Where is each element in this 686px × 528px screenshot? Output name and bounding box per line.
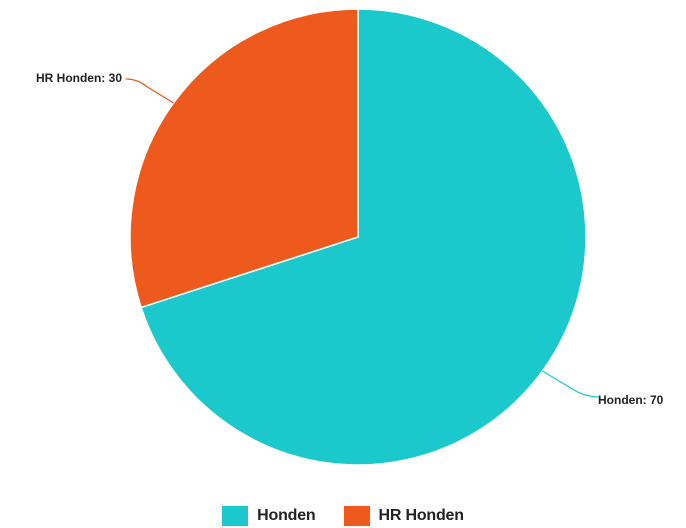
legend-swatch-hr-honden xyxy=(343,506,370,526)
legend-item-hr-honden[interactable]: HR Honden xyxy=(343,506,465,526)
leader-lines xyxy=(125,78,599,398)
data-label-hr-honden: HR Honden: 30 xyxy=(36,71,122,85)
pie-slices xyxy=(129,8,587,466)
legend-label-honden: Honden xyxy=(257,507,316,524)
leader-line-honden xyxy=(542,370,599,398)
legend-label-hr-honden: HR Honden xyxy=(378,507,465,524)
pie-chart: Honden: 70 HR Honden: 30 xyxy=(36,8,664,466)
pie-slice-hr-honden[interactable] xyxy=(129,8,359,309)
legend: Honden HR Honden xyxy=(0,506,686,526)
leader-line-hr-honden xyxy=(125,78,174,104)
pie-slice-honden[interactable] xyxy=(140,8,587,466)
data-label-honden: Honden: 70 xyxy=(598,393,664,407)
legend-swatch-honden xyxy=(222,506,249,526)
legend-item-honden[interactable]: Honden xyxy=(222,506,316,526)
